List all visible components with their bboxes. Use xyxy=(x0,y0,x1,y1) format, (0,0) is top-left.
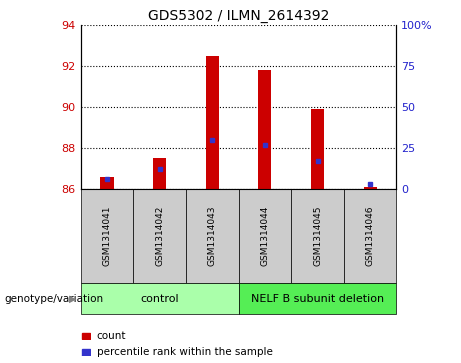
Bar xyxy=(153,158,166,189)
Text: GSM1314042: GSM1314042 xyxy=(155,206,164,266)
Bar xyxy=(239,283,396,314)
Bar xyxy=(291,189,344,283)
Text: count: count xyxy=(97,331,126,341)
Bar xyxy=(81,189,133,283)
Bar xyxy=(258,70,272,189)
Text: genotype/variation: genotype/variation xyxy=(5,294,104,303)
Text: control: control xyxy=(140,294,179,303)
Bar xyxy=(239,189,291,283)
Text: GSM1314041: GSM1314041 xyxy=(102,206,112,266)
Bar xyxy=(206,56,219,189)
Bar xyxy=(81,283,239,314)
Text: GSM1314043: GSM1314043 xyxy=(208,206,217,266)
Text: ▶: ▶ xyxy=(69,294,76,303)
Bar xyxy=(82,333,90,339)
Bar xyxy=(133,189,186,283)
Text: GSM1314046: GSM1314046 xyxy=(366,206,375,266)
Text: NELF B subunit deletion: NELF B subunit deletion xyxy=(251,294,384,303)
Title: GDS5302 / ILMN_2614392: GDS5302 / ILMN_2614392 xyxy=(148,9,329,23)
Text: GSM1314045: GSM1314045 xyxy=(313,206,322,266)
Bar xyxy=(186,189,239,283)
Text: GSM1314044: GSM1314044 xyxy=(260,206,269,266)
Bar xyxy=(344,189,396,283)
Bar xyxy=(82,349,90,356)
Bar xyxy=(100,176,113,189)
Bar xyxy=(311,109,324,189)
Bar xyxy=(364,187,377,189)
Text: percentile rank within the sample: percentile rank within the sample xyxy=(97,347,273,357)
